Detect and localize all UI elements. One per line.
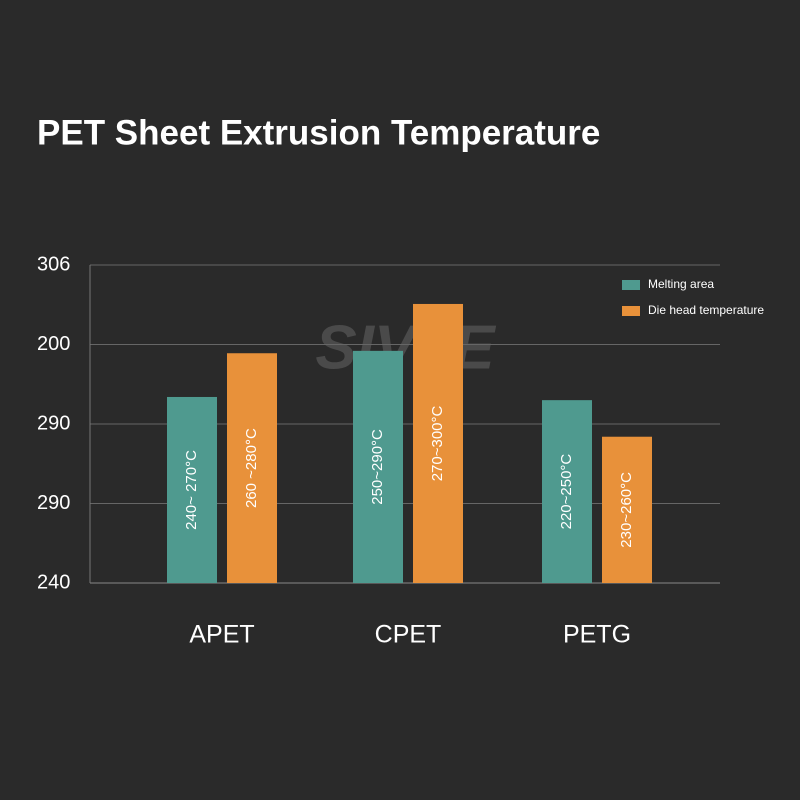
bar [602, 436, 652, 583]
y-tick-label: 240 [37, 571, 70, 593]
bar-label: 250~290°C [369, 429, 386, 505]
x-tick-label: APET [189, 621, 254, 649]
bar [353, 350, 403, 583]
x-tick-label: PETG [563, 621, 631, 649]
bar-label: 270~300°C [429, 405, 446, 481]
bar [542, 400, 592, 583]
legend-label: Melting area [648, 277, 714, 291]
bar-label: 220~250°C [558, 454, 575, 530]
bar-label: 240~ 270°C [183, 450, 200, 530]
y-tick-label: 200 [37, 333, 70, 355]
bar-label: 260 ~280°C [243, 428, 260, 508]
legend-swatch [622, 306, 640, 316]
y-tick-label: 290 [37, 492, 70, 514]
legend-label: Die head temperature [648, 303, 764, 317]
bar [413, 303, 463, 583]
chart-title: PET Sheet Extrusion Temperature [37, 113, 600, 152]
y-tick-label: 306 [37, 253, 70, 275]
y-tick-label: 290 [37, 412, 70, 434]
bar [167, 396, 217, 583]
bar-label: 230~260°C [618, 472, 635, 548]
watermark: SIVTE [315, 313, 496, 382]
bar [227, 353, 277, 583]
x-tick-label: CPET [375, 621, 442, 649]
legend-swatch [622, 280, 640, 290]
